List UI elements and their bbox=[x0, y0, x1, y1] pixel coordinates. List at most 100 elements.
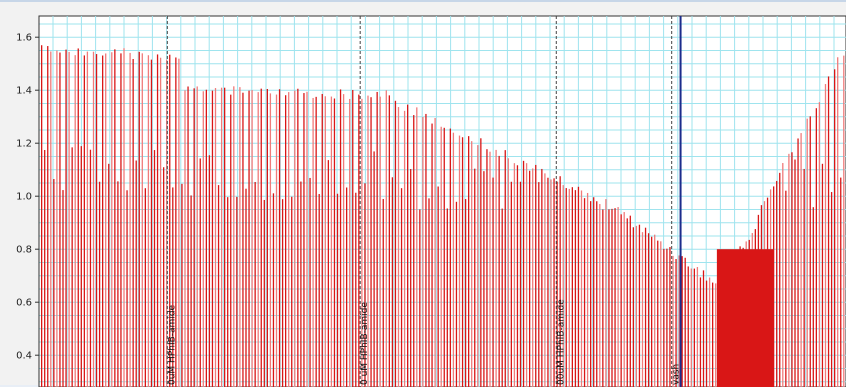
data-bar bbox=[264, 200, 265, 387]
data-bar bbox=[255, 182, 256, 387]
data-bar bbox=[825, 84, 826, 387]
data-bar bbox=[163, 167, 164, 387]
data-bar bbox=[84, 55, 85, 387]
data-bar bbox=[657, 241, 658, 387]
data-bar bbox=[511, 182, 512, 387]
data-bar bbox=[190, 195, 191, 387]
data-bar bbox=[581, 190, 582, 387]
data-bar bbox=[431, 124, 432, 387]
data-bar bbox=[492, 178, 493, 387]
data-bar bbox=[239, 87, 240, 387]
data-bar bbox=[227, 197, 228, 387]
data-bar bbox=[410, 169, 411, 387]
data-bar bbox=[654, 235, 655, 387]
data-bar bbox=[261, 89, 262, 387]
data-bar bbox=[608, 209, 609, 387]
data-bar bbox=[41, 45, 42, 387]
data-bar bbox=[621, 214, 622, 387]
data-bar bbox=[526, 163, 527, 387]
data-bar bbox=[465, 199, 466, 387]
data-bar bbox=[200, 158, 201, 387]
data-bar bbox=[813, 207, 814, 387]
data-bar bbox=[776, 181, 777, 387]
data-bar bbox=[47, 46, 48, 387]
data-bar bbox=[691, 269, 692, 387]
data-bar bbox=[499, 156, 500, 387]
data-bar bbox=[639, 225, 640, 387]
data-bar bbox=[529, 171, 530, 387]
data-bar bbox=[800, 133, 801, 387]
data-bar bbox=[791, 152, 792, 387]
data-bar bbox=[575, 190, 576, 387]
data-bar bbox=[477, 145, 478, 387]
data-bar bbox=[505, 150, 506, 387]
data-bar bbox=[316, 97, 317, 387]
data-bar bbox=[288, 92, 289, 387]
data-bar bbox=[108, 164, 109, 387]
data-bar bbox=[688, 266, 689, 387]
y-tick-label: 0.8 bbox=[16, 245, 32, 256]
data-bar bbox=[181, 184, 182, 387]
data-bar bbox=[614, 208, 615, 387]
data-bar bbox=[270, 93, 271, 387]
data-bar bbox=[93, 52, 94, 387]
data-bar bbox=[297, 89, 298, 387]
data-bar bbox=[694, 269, 695, 387]
data-bar bbox=[709, 278, 710, 387]
data-bar bbox=[377, 92, 378, 387]
event-marker-label: 0uM HPhIB-amide bbox=[167, 304, 177, 385]
data-bar bbox=[395, 101, 396, 387]
data-bar bbox=[523, 161, 524, 387]
data-bar bbox=[438, 187, 439, 387]
data-bar bbox=[273, 193, 274, 387]
data-bar bbox=[303, 93, 304, 387]
data-bar bbox=[422, 117, 423, 387]
data-bar bbox=[133, 59, 134, 387]
data-bar bbox=[810, 116, 811, 387]
data-bar bbox=[236, 197, 237, 387]
data-bar bbox=[474, 169, 475, 387]
data-bar bbox=[407, 105, 408, 387]
data-bar bbox=[267, 89, 268, 387]
data-bar bbox=[355, 193, 356, 387]
data-bar bbox=[602, 209, 603, 387]
data-bar bbox=[285, 95, 286, 387]
data-bar bbox=[203, 91, 204, 387]
data-bar bbox=[480, 138, 481, 387]
data-bar bbox=[154, 150, 155, 387]
data-bar bbox=[636, 226, 637, 387]
data-bar bbox=[145, 188, 146, 387]
data-bar bbox=[90, 150, 91, 387]
data-bar bbox=[596, 201, 597, 387]
data-bar bbox=[102, 56, 103, 387]
data-bar bbox=[392, 177, 393, 387]
data-bar bbox=[624, 212, 625, 387]
data-bar bbox=[346, 188, 347, 387]
data-bar bbox=[373, 151, 374, 387]
data-bar bbox=[349, 99, 350, 387]
data-bar bbox=[230, 95, 231, 387]
data-bar bbox=[419, 209, 420, 387]
data-bar bbox=[572, 187, 573, 387]
data-bar bbox=[197, 86, 198, 387]
data-bar bbox=[401, 188, 402, 387]
data-bar bbox=[319, 194, 320, 387]
data-bar bbox=[532, 168, 533, 387]
data-bar bbox=[630, 216, 631, 387]
data-bar bbox=[450, 129, 451, 387]
data-bar bbox=[215, 88, 216, 387]
data-bar bbox=[96, 54, 97, 387]
data-bar bbox=[105, 53, 106, 387]
data-bar bbox=[712, 283, 713, 387]
data-bar bbox=[453, 133, 454, 387]
data-bar bbox=[404, 111, 405, 387]
data-bar bbox=[682, 256, 683, 387]
data-bar bbox=[212, 91, 213, 387]
data-bar bbox=[428, 198, 429, 387]
data-bar bbox=[828, 76, 829, 387]
data-bar bbox=[380, 97, 381, 387]
data-bar bbox=[617, 207, 618, 387]
data-bar bbox=[136, 161, 137, 387]
data-bar bbox=[87, 52, 88, 387]
